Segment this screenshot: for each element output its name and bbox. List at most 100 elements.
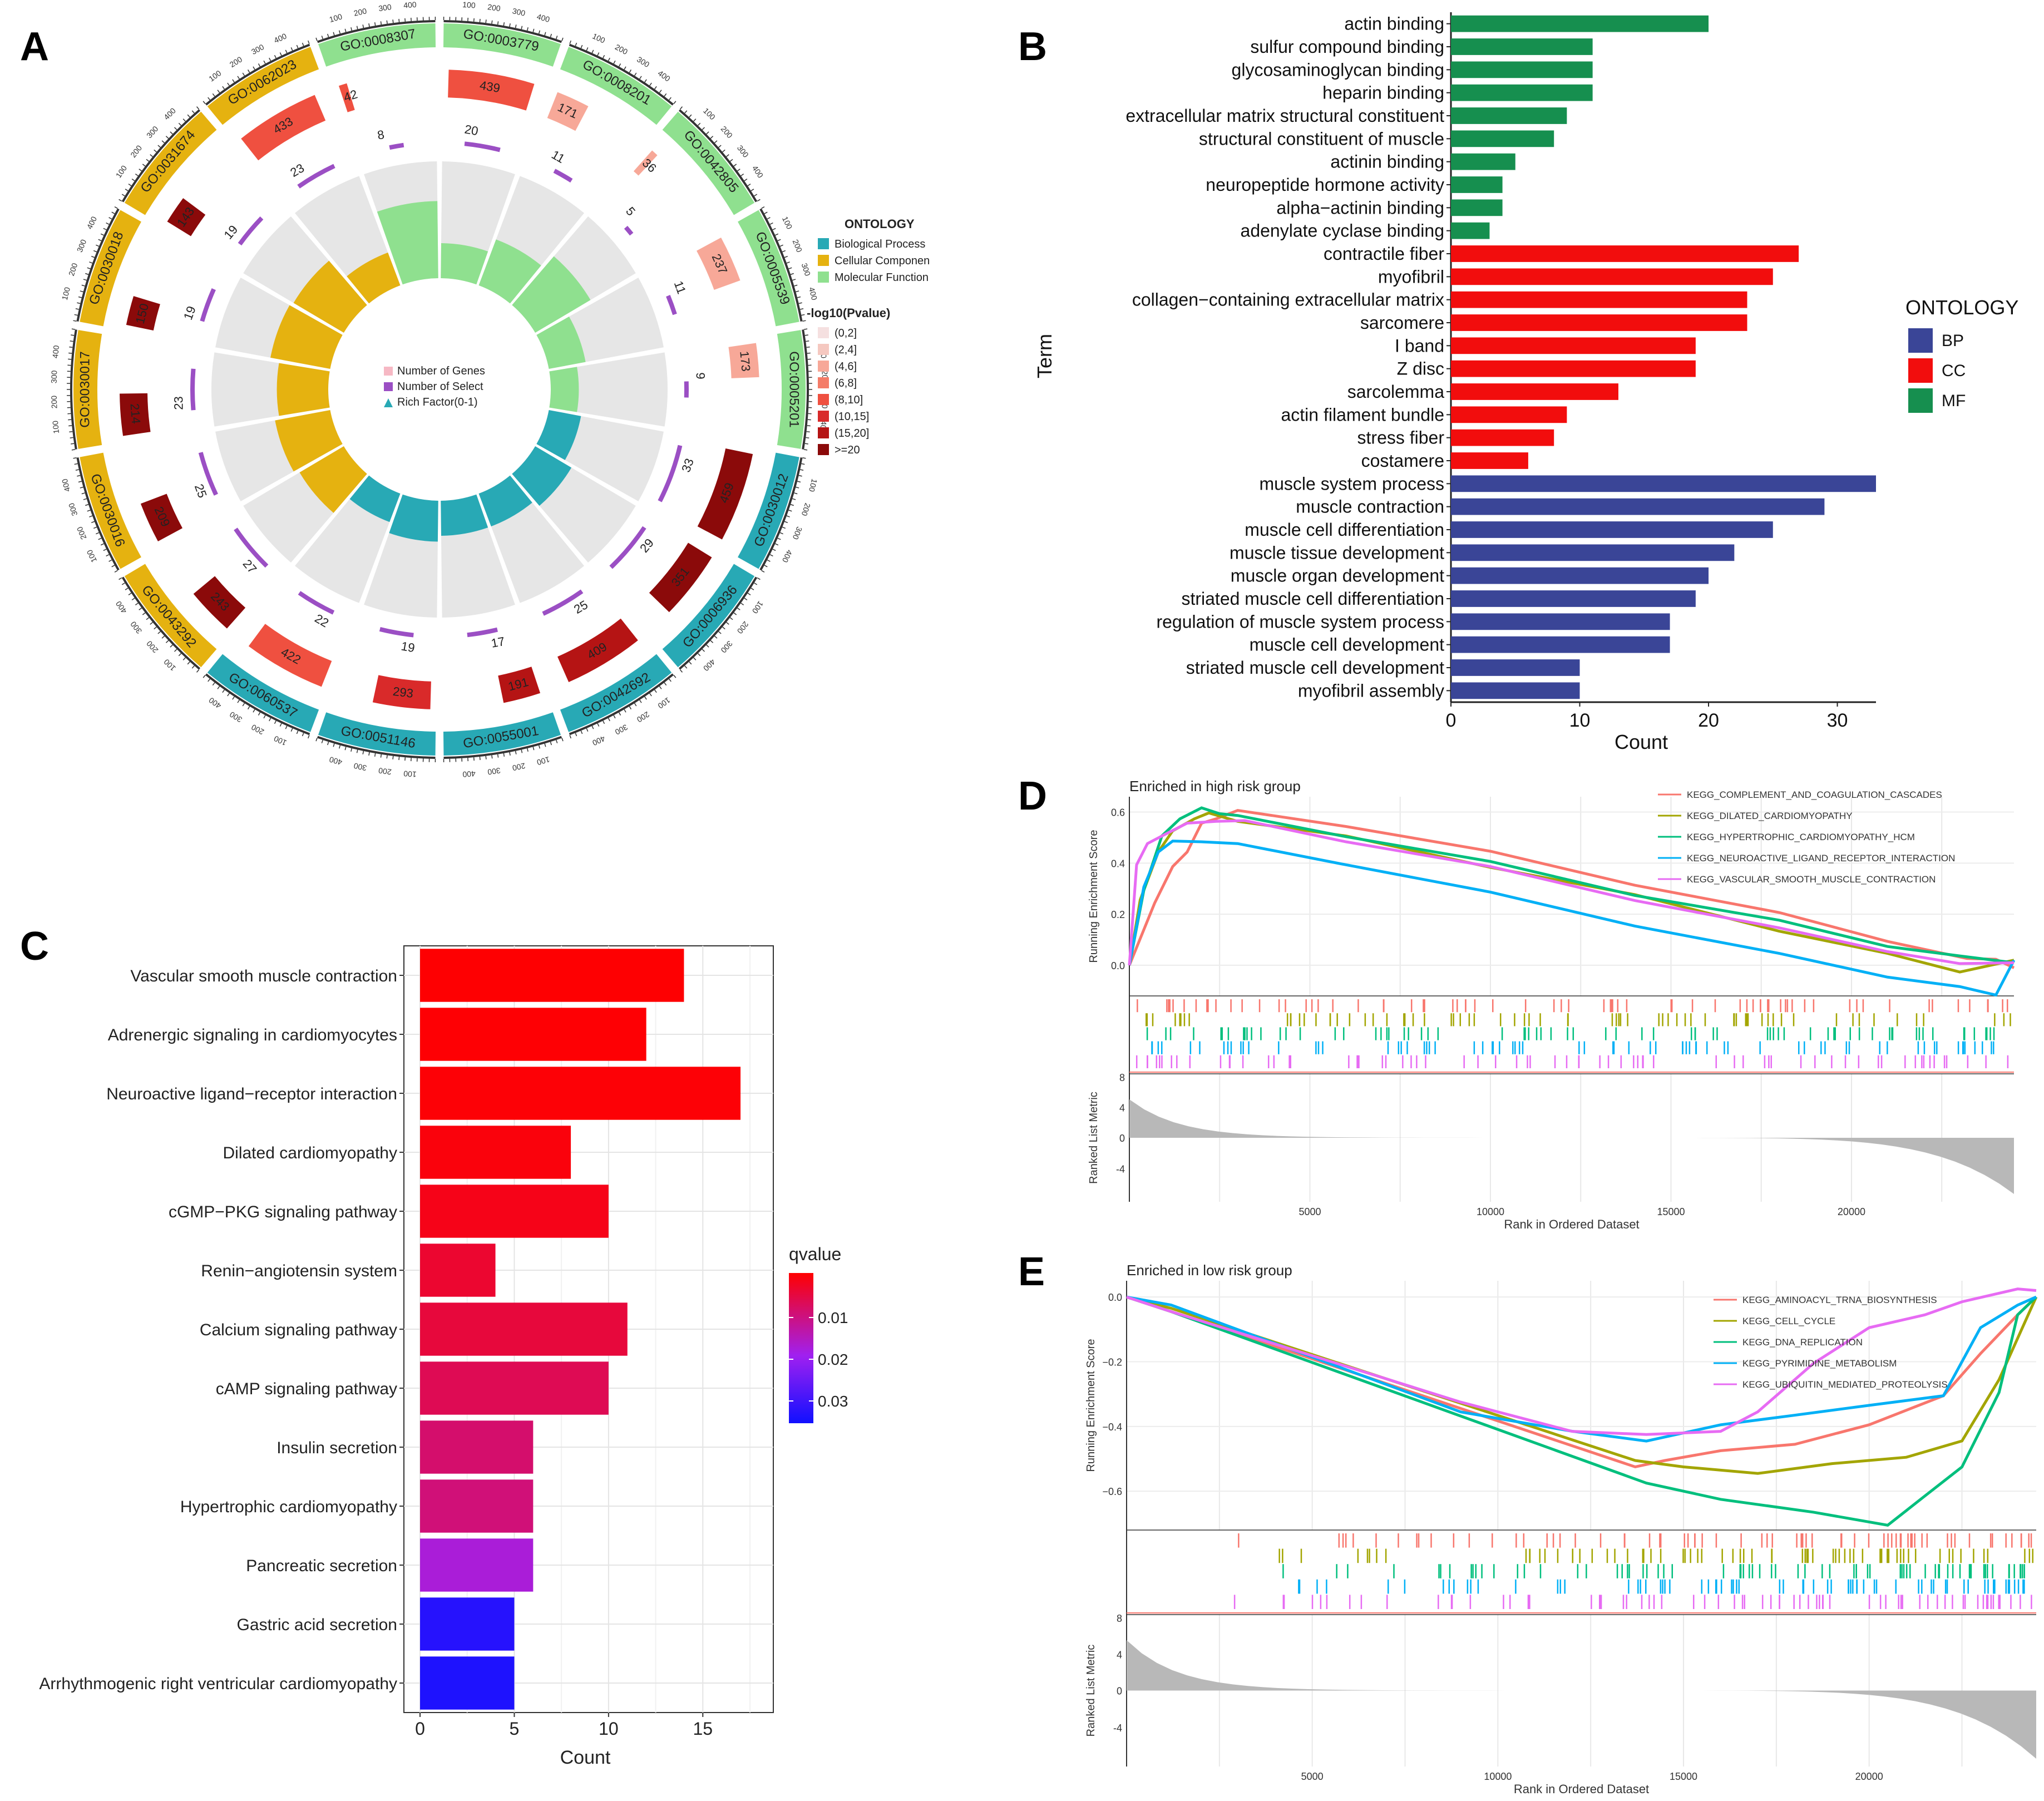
tick-mark [302, 42, 304, 46]
pvalue-legend-key [818, 427, 829, 438]
tick-label: 400 [656, 68, 672, 83]
term-label: muscle tissue development [1230, 542, 1444, 562]
tick-mark [710, 640, 714, 643]
number-of-genes-label: 173 [737, 351, 753, 372]
tick-mark [302, 733, 304, 737]
tick-mark [296, 45, 299, 48]
pathway-label: Calcium signaling pathway [200, 1321, 397, 1339]
tick-mark [106, 222, 110, 225]
qvalue-legend-tick: 0.02 [818, 1351, 848, 1368]
tick-mark [538, 745, 541, 749]
tick-mark [697, 653, 701, 657]
tick-mark [569, 735, 571, 739]
term-label: myofibril [1378, 267, 1444, 287]
tick-mark [804, 443, 808, 445]
tick-mark [575, 733, 577, 737]
tick-mark [668, 97, 672, 101]
number-of-genes-bar [126, 296, 160, 330]
pathway-label: Gastric acid secretion [237, 1616, 397, 1634]
tick-mark [777, 537, 781, 540]
tick-mark [718, 145, 722, 148]
tick-label: 100 [162, 657, 177, 673]
number-select-label: 25 [192, 482, 210, 500]
tick-label: 300 [635, 55, 651, 69]
tick-mark [174, 127, 177, 130]
tick-mark [654, 689, 657, 693]
tick-label: 200 [791, 238, 804, 254]
gsea-title: Enriched in high risk group [1129, 778, 1301, 795]
panel-label-d: D [1018, 774, 1047, 818]
ranked-metric-area [1129, 1099, 2014, 1200]
tick-label: 400 [51, 345, 61, 359]
series-legend-label: KEGG_HYPERTROPHIC_CARDIOMYOPATHY_HCM [1687, 832, 1915, 842]
term-label: stress fiber [1357, 428, 1445, 448]
tick-mark [74, 314, 78, 316]
tick-mark [786, 261, 790, 264]
tick-mark [769, 554, 773, 557]
ontology-ring-segment [662, 111, 755, 215]
pathway-label: Adrenergic signaling in cardiomyocytes [108, 1026, 397, 1044]
tick-label: 100 [403, 769, 417, 779]
rich-factor-bar [536, 317, 586, 369]
x-tick-label: 0 [415, 1719, 425, 1739]
tick-mark [203, 101, 206, 105]
tick-scale-arc [317, 20, 436, 43]
tick-mark [196, 106, 200, 110]
tick-label: 300 [67, 502, 80, 517]
qvalue-legend-tick: 0.03 [818, 1393, 848, 1410]
pathway-label: cGMP−PKG signaling pathway [169, 1203, 397, 1221]
ontology-ring-segment [207, 654, 319, 732]
metric-tick-label: 8 [1119, 1072, 1125, 1083]
term-bar [1451, 337, 1696, 354]
tick-mark [521, 749, 523, 753]
tick-mark [78, 481, 82, 483]
y-axis-title: Running Enrichment Score [1085, 1339, 1097, 1472]
pvalue-legend-label: (0,2] [835, 327, 857, 339]
tick-mark [203, 674, 206, 678]
rich-factor-bar [441, 243, 488, 285]
tick-mark [693, 119, 697, 122]
rich-factor-bar [478, 475, 532, 527]
tick-mark [790, 273, 794, 275]
tick-mark [618, 712, 621, 716]
tick-scale-arc [759, 208, 803, 322]
tick-mark [344, 747, 347, 751]
tick-label: 100 [807, 478, 819, 493]
pvalue-legend-label: (4,6] [835, 361, 857, 373]
tick-mark [797, 481, 801, 483]
number-select-label: 5 [623, 204, 638, 218]
ontology-ring-segment [560, 654, 672, 732]
number-select-bar [666, 295, 677, 315]
tick-label: 200 [145, 639, 160, 655]
tick-mark [80, 290, 83, 293]
tick-mark [679, 106, 683, 110]
pathway-bar [420, 1538, 534, 1592]
tick-label: 400 [462, 769, 476, 779]
pvalue-legend-label: (15,20] [835, 427, 869, 440]
term-bar [1451, 360, 1696, 377]
y-tick-label: −0.4 [1102, 1422, 1122, 1433]
gsea-title: Enriched in low risk group [1127, 1262, 1292, 1279]
term-label: alpha−actinin binding [1276, 198, 1444, 218]
number-of-genes-bar [248, 624, 332, 687]
tick-mark [767, 217, 771, 220]
tick-mark [81, 492, 85, 495]
tick-mark [767, 559, 771, 562]
number-of-genes-bar [120, 393, 151, 436]
tick-mark [782, 526, 786, 529]
x-axis-title: Rank in Ordered Dataset [1514, 1782, 1649, 1796]
tick-mark [269, 718, 271, 722]
tick-mark [274, 721, 277, 724]
term-bar [1451, 61, 1593, 78]
tick-mark [782, 250, 786, 253]
tick-mark [404, 757, 406, 761]
tick-mark [150, 621, 153, 625]
term-label: muscle cell development [1250, 635, 1445, 655]
term-label: contractile fiber [1324, 244, 1444, 264]
x-tick-label: 20000 [1855, 1771, 1883, 1782]
tick-mark [96, 244, 100, 247]
tick-label: 200 [511, 761, 526, 773]
tick-mark [673, 674, 677, 678]
tick-mark [242, 72, 245, 76]
pvalue-legend-key [818, 444, 829, 455]
